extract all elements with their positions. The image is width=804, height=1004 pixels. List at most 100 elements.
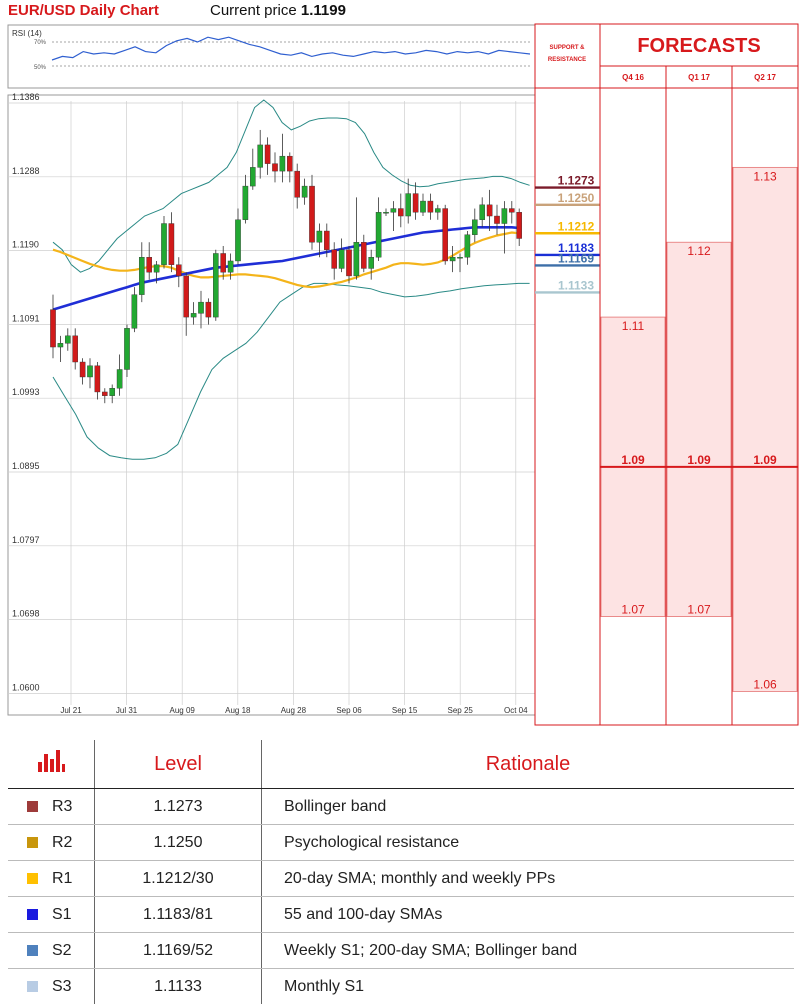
candle-body-up bbox=[235, 220, 240, 261]
x-tick-label: Aug 09 bbox=[170, 706, 196, 715]
level-value: 1.1183/81 bbox=[95, 897, 262, 933]
candle-body-down bbox=[509, 209, 514, 213]
level-header: Level bbox=[95, 740, 262, 789]
support-resistance-column bbox=[535, 24, 600, 725]
rsi-label: RSI (14) bbox=[12, 29, 42, 38]
candle bbox=[443, 205, 448, 265]
rsi-70-label: 70% bbox=[34, 40, 47, 46]
candle-body-up bbox=[480, 205, 485, 220]
x-tick-label: Sep 06 bbox=[336, 706, 362, 715]
candle-body-down bbox=[50, 310, 55, 347]
candle-body-down bbox=[494, 216, 499, 223]
candle-body-down bbox=[73, 336, 78, 362]
candle-body-up bbox=[354, 242, 359, 276]
level-name-cell: S1 bbox=[8, 897, 95, 933]
level-rationale: 20-day SMA; monthly and weekly PPs bbox=[262, 861, 795, 897]
candle-body-up bbox=[243, 186, 248, 220]
level-color-swatch bbox=[27, 909, 38, 920]
level-name: R2 bbox=[52, 834, 72, 851]
current-price-value: 1.1199 bbox=[301, 2, 346, 19]
level-name-cell: S2 bbox=[8, 933, 95, 969]
levels-table-header: Level Rationale bbox=[8, 740, 794, 789]
candle-body-up bbox=[369, 257, 374, 268]
level-color-swatch bbox=[27, 873, 38, 884]
candle-body-up bbox=[124, 328, 129, 369]
candle-body-up bbox=[117, 370, 122, 389]
current-price: Current price 1.1199 bbox=[210, 2, 346, 19]
candle-body-up bbox=[457, 257, 462, 258]
level-value: 1.1273 bbox=[95, 789, 262, 825]
level-value: 1.1250 bbox=[95, 825, 262, 861]
level-name-cell: R1 bbox=[8, 861, 95, 897]
forecast-median-label: 1.09 bbox=[621, 453, 645, 467]
y-tick-label: 1.0698 bbox=[12, 609, 40, 619]
candle-body-down bbox=[487, 205, 492, 216]
current-price-label: Current price bbox=[210, 2, 297, 19]
level-rationale: Psychological resistance bbox=[262, 825, 795, 861]
candle-body-down bbox=[147, 257, 152, 272]
forecast-quarter-label: Q2 17 bbox=[754, 73, 776, 82]
candle-body-up bbox=[154, 265, 159, 272]
candle-body-down bbox=[80, 362, 85, 377]
x-tick-label: Sep 15 bbox=[392, 706, 418, 715]
x-tick-label: Jul 21 bbox=[60, 706, 82, 715]
candle-body-up bbox=[280, 156, 285, 171]
candle-body-down bbox=[102, 392, 107, 396]
forecast-median-label: 1.09 bbox=[687, 453, 711, 467]
level-rationale: 55 and 100-day SMAs bbox=[262, 897, 795, 933]
candle-body-up bbox=[391, 209, 396, 213]
candle-body-down bbox=[413, 194, 418, 213]
candle-body-up bbox=[472, 220, 477, 235]
candle-body-down bbox=[428, 201, 433, 212]
rsi-50-label: 50% bbox=[34, 65, 47, 71]
candle-body-up bbox=[450, 257, 455, 261]
candle-body-up bbox=[420, 201, 425, 212]
forecast-high-label: 1.12 bbox=[687, 244, 711, 258]
level-color-swatch bbox=[27, 801, 38, 812]
rsi-panel bbox=[8, 25, 535, 88]
rationale-header: Rationale bbox=[262, 740, 795, 789]
candle-body-up bbox=[339, 250, 344, 269]
candle-body-up bbox=[376, 212, 381, 257]
y-tick-label: 1.0797 bbox=[12, 535, 40, 545]
level-color-swatch bbox=[27, 981, 38, 992]
level-name-cell: S3 bbox=[8, 969, 95, 1004]
y-tick-label: 1.1386 bbox=[12, 92, 40, 102]
candle-body-down bbox=[517, 212, 522, 238]
y-tick-label: 1.0600 bbox=[12, 682, 40, 692]
candle-body-up bbox=[383, 212, 388, 213]
bar-chart-icon bbox=[8, 740, 95, 789]
level-value: 1.1212/30 bbox=[95, 861, 262, 897]
level-name: R1 bbox=[52, 870, 72, 887]
sr-heading-line1: SUPPORT & bbox=[549, 45, 585, 51]
candle bbox=[161, 216, 166, 268]
forecast-low-label: 1.07 bbox=[621, 603, 645, 617]
plot-frame bbox=[8, 95, 535, 715]
sr-level-label: 1.1133 bbox=[558, 278, 594, 292]
forecasts-title: FORECASTS bbox=[637, 35, 760, 57]
candle-body-up bbox=[302, 186, 307, 197]
level-value: 1.1133 bbox=[95, 969, 262, 1004]
x-tick-label: Aug 18 bbox=[225, 706, 251, 715]
candle-body-down bbox=[95, 366, 100, 392]
candle-body-down bbox=[265, 145, 270, 164]
candle-body-up bbox=[110, 388, 115, 395]
level-name-cell: R3 bbox=[8, 789, 95, 825]
forecast-high-label: 1.11 bbox=[622, 319, 645, 333]
candle-body-up bbox=[502, 209, 507, 224]
x-tick-label: Sep 25 bbox=[448, 706, 474, 715]
candle-body-down bbox=[443, 209, 448, 261]
level-name-cell: R2 bbox=[8, 825, 95, 861]
candle-body-up bbox=[228, 261, 233, 272]
candle-body-up bbox=[465, 235, 470, 257]
y-tick-label: 1.1288 bbox=[12, 166, 40, 176]
forecast-range-box bbox=[667, 242, 731, 616]
candle-body-up bbox=[191, 313, 196, 317]
level-name: S2 bbox=[52, 942, 72, 959]
